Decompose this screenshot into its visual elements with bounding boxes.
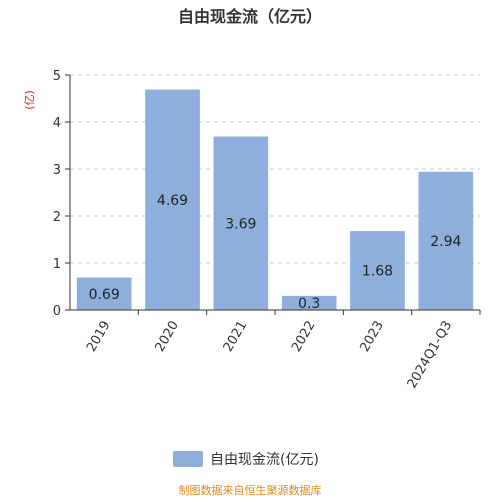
legend-swatch xyxy=(173,451,203,467)
data-label: 2.94 xyxy=(430,234,461,250)
y-tick-label: 2 xyxy=(53,210,61,225)
data-labels: 0.69 4.69 3.69 0.3 1.68 2.94 xyxy=(89,193,462,312)
x-tick-label: 2023 xyxy=(357,319,387,355)
bar[interactable] xyxy=(350,231,405,310)
y-tick-label: 0 xyxy=(53,304,61,319)
x-tick-label: 2020 xyxy=(152,319,182,355)
x-tick-label: 2019 xyxy=(84,319,114,355)
data-label: 4.69 xyxy=(157,193,188,209)
x-tick-label: 2022 xyxy=(289,319,319,355)
bar[interactable] xyxy=(76,277,132,310)
x-tick-label: 2024Q1-Q3 xyxy=(405,319,456,392)
x-tick-label: 2021 xyxy=(221,319,251,355)
y-tick-label: 1 xyxy=(53,257,61,272)
source-note: 制图数据来自恒生聚源数据库 xyxy=(179,483,322,497)
bar[interactable] xyxy=(213,136,269,310)
bars xyxy=(76,89,474,310)
data-label: 1.68 xyxy=(362,264,393,280)
data-label: 0.3 xyxy=(298,296,320,312)
data-label: 3.69 xyxy=(225,216,256,232)
y-axis-label: (亿) xyxy=(23,90,36,110)
bar[interactable] xyxy=(145,89,200,310)
y-tick-label: 4 xyxy=(53,116,61,131)
legend[interactable]: 自由现金流(亿元) xyxy=(173,451,319,468)
bar[interactable] xyxy=(281,295,337,310)
bar[interactable] xyxy=(418,171,474,310)
data-label: 0.69 xyxy=(89,287,120,303)
y-tick-label: 3 xyxy=(53,163,61,178)
legend-label: 自由现金流(亿元) xyxy=(210,452,319,468)
chart-title: 自由现金流（亿元） xyxy=(178,7,322,26)
y-tick-label: 5 xyxy=(53,69,61,84)
